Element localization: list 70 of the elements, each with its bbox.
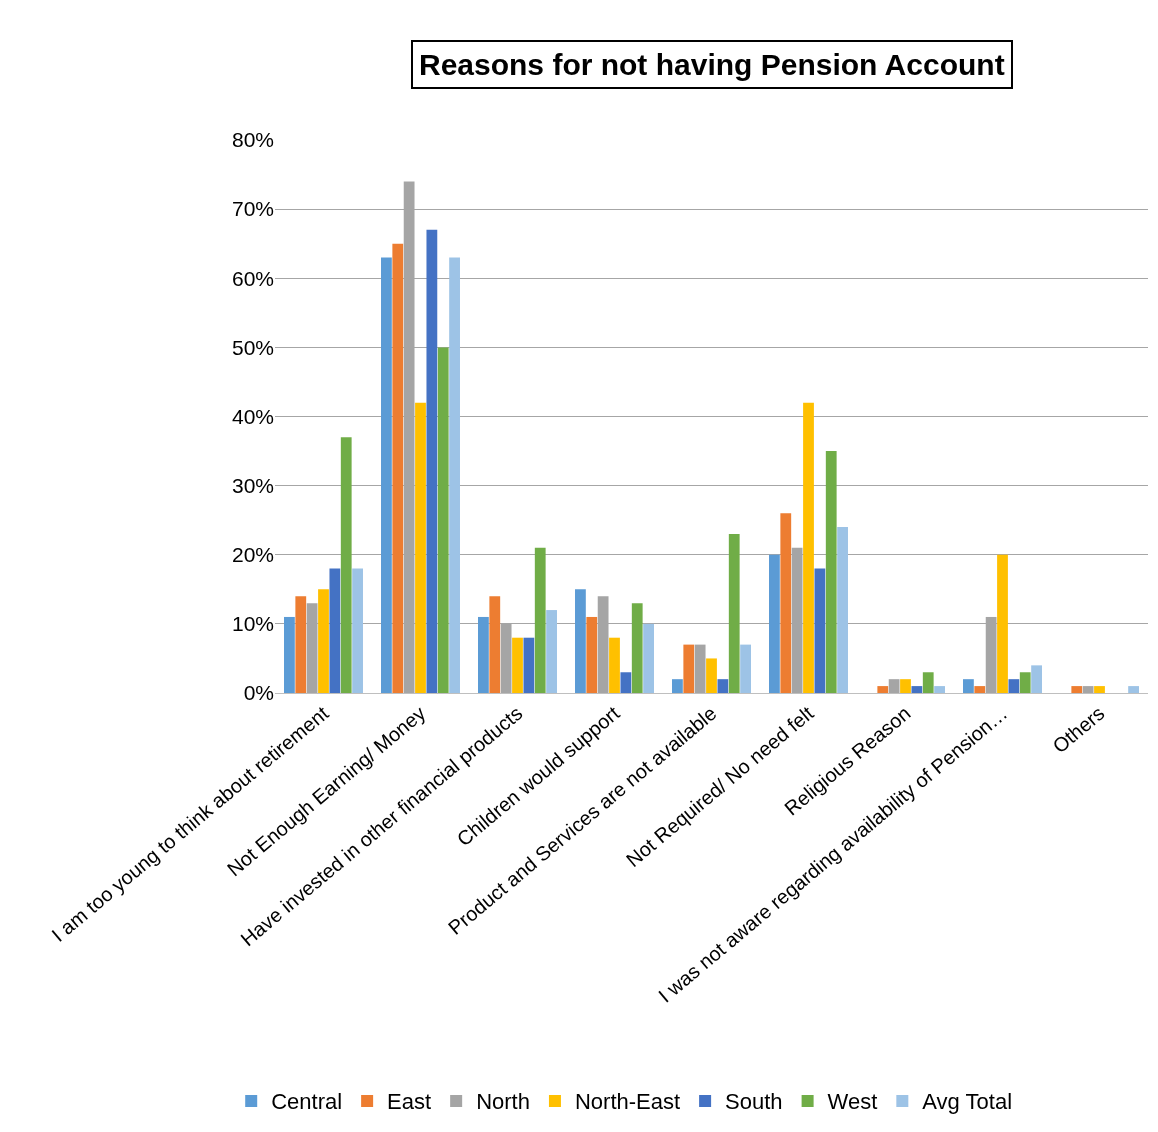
bar <box>683 644 695 693</box>
bar <box>803 402 814 693</box>
bar <box>769 554 780 693</box>
legend-label: East <box>387 1089 432 1115</box>
bar <box>888 679 900 693</box>
bar <box>997 554 1008 693</box>
bar <box>426 229 438 693</box>
bar <box>1094 686 1105 693</box>
bar <box>922 672 934 693</box>
bar <box>694 644 706 693</box>
y-tick-label: 0% <box>243 681 274 705</box>
bar <box>1019 672 1031 693</box>
bar <box>523 637 535 693</box>
bar <box>478 616 489 693</box>
bar <box>1031 665 1042 693</box>
bar <box>489 596 501 693</box>
bar <box>352 568 363 693</box>
bar <box>631 603 643 693</box>
bar <box>814 568 826 693</box>
legend-label: North <box>476 1089 530 1115</box>
bar <box>877 686 889 693</box>
bar <box>1071 686 1083 693</box>
y-tick-label: 10% <box>231 612 274 636</box>
bar <box>963 679 974 693</box>
bar <box>643 623 654 693</box>
bar <box>586 616 598 693</box>
bar <box>575 589 586 693</box>
bar <box>284 616 295 693</box>
chart-title: Reasons for not having Pension Account <box>419 48 1005 81</box>
bar <box>706 658 717 693</box>
y-tick-label: 20% <box>231 543 274 567</box>
legend-label: South <box>725 1089 783 1115</box>
bar <box>780 513 792 693</box>
y-tick-label: 80% <box>231 128 274 152</box>
bar <box>740 644 751 693</box>
bar <box>620 672 632 693</box>
bar <box>534 547 546 693</box>
bar <box>449 257 460 693</box>
bar <box>512 637 523 693</box>
bar <box>437 347 449 693</box>
legend-label: Avg Total <box>922 1089 1013 1115</box>
legend-label: Central <box>271 1089 343 1115</box>
bar <box>1082 686 1094 693</box>
legend-label: North-East <box>574 1089 681 1115</box>
y-tick-label: 60% <box>231 266 274 290</box>
bar <box>974 686 986 693</box>
bar <box>728 534 740 693</box>
bar <box>295 596 307 693</box>
bar <box>911 686 923 693</box>
bar <box>381 257 392 693</box>
y-tick-label: 50% <box>231 335 274 359</box>
y-tick-label: 40% <box>231 404 274 428</box>
bar <box>672 679 683 693</box>
y-tick-label: 70% <box>231 197 274 221</box>
bar <box>900 679 911 693</box>
y-tick-label: 30% <box>231 473 274 497</box>
bar <box>415 402 426 693</box>
bar <box>340 437 352 693</box>
bar <box>825 451 837 693</box>
bar <box>717 679 729 693</box>
bar <box>318 589 329 693</box>
bar <box>329 568 341 693</box>
bar <box>392 243 404 693</box>
bar <box>934 686 945 693</box>
bar <box>1128 686 1139 693</box>
bar <box>546 610 557 693</box>
bar <box>609 637 620 693</box>
legend-label: West <box>827 1089 878 1115</box>
bar <box>837 527 848 693</box>
bar <box>1008 679 1020 693</box>
